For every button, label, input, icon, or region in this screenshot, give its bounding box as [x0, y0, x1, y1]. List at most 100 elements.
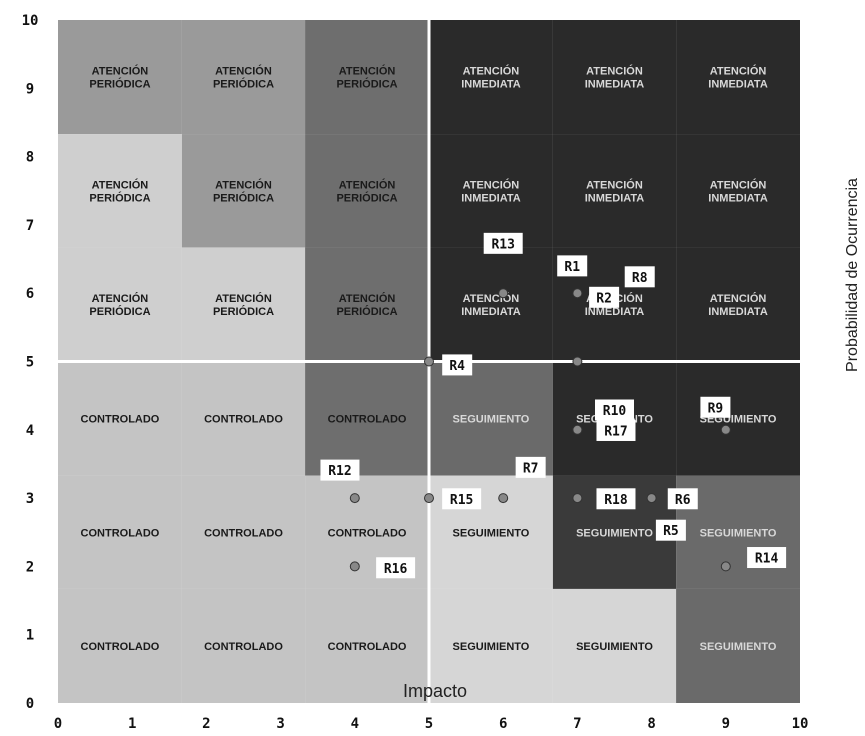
risk-point: [349, 493, 360, 504]
zone-cell: [181, 588, 306, 703]
zone-cell: [58, 361, 182, 476]
zone-cell: [58, 475, 182, 589]
risk-label-box: [624, 266, 655, 288]
zone-cell: [305, 361, 429, 476]
x-tick-label: 1: [128, 716, 136, 732]
risk-label-r18: R18: [596, 488, 636, 510]
x-axis-ticks: 0 1 2 3 4 5 6 7 8 9 10: [54, 716, 809, 732]
risk-label-text: R8: [632, 271, 648, 286]
risk-label-box: [442, 354, 473, 376]
risk-label-box: [320, 459, 360, 481]
x-tick-label: 8: [647, 716, 655, 732]
risk-label-box: [557, 255, 588, 277]
zone-cell: [676, 361, 800, 476]
zone-label: SEGUIMIENTO: [700, 527, 777, 539]
risk-label-box: [747, 547, 787, 569]
y-tick-label: 2: [26, 559, 34, 575]
y-tick-label: 7: [26, 218, 34, 234]
risk-label-r5: R5: [655, 519, 686, 541]
risk-label-r8: R8: [624, 266, 655, 288]
zone-label: ATENCIÓN PERIÓDICA: [89, 178, 150, 204]
risk-label-text: R10: [603, 404, 627, 419]
risk-label-r15: R15: [442, 488, 482, 510]
y-tick-label: 6: [26, 286, 34, 302]
risk-label-r9: R9: [700, 396, 731, 418]
y-axis-ticks: 0 1 2 3 4 5 6 7 8 9 10: [22, 13, 39, 712]
zone-cell: [676, 134, 800, 248]
zone-label: SEGUIMIENTO: [453, 641, 530, 653]
x-tick-label: 3: [276, 716, 284, 732]
y-tick-label: 8: [26, 150, 34, 166]
x-axis-title: Impacto: [403, 681, 467, 701]
risk-label-text: R15: [450, 493, 473, 508]
zone-cell: [552, 20, 677, 135]
zone-cell: [181, 361, 306, 476]
risk-label-box: [515, 456, 546, 478]
risk-label-box: [667, 488, 698, 510]
risk-label-box: [589, 286, 620, 308]
zone-label: SEGUIMIENTO: [576, 641, 653, 653]
risk-label-r6: R6: [667, 488, 698, 510]
zone-label: CONTROLADO: [81, 641, 160, 653]
x-tick-label: 5: [425, 716, 433, 732]
x-tick-label: 6: [499, 716, 507, 732]
zone-cell: [305, 588, 429, 703]
risk-label-r17: R17: [596, 419, 636, 441]
risk-label-text: R2: [596, 291, 612, 306]
zone-label: CONTROLADO: [204, 527, 283, 539]
zone-cell: [429, 361, 553, 476]
zone-cell: [429, 588, 553, 703]
zone-cell: [676, 20, 800, 135]
zone-label: CONTROLADO: [328, 414, 407, 426]
x-tick-label: 2: [202, 716, 210, 732]
risk-point: [424, 356, 434, 367]
zone-label: SEGUIMIENTO: [700, 641, 777, 653]
x-tick-label: 4: [351, 716, 359, 732]
risk-label-r14: R14: [747, 547, 787, 569]
zone-cell: [429, 247, 553, 362]
zone-label: CONTROLADO: [328, 641, 407, 653]
x-tick-label: 10: [792, 716, 809, 732]
zone-cell: [552, 588, 677, 703]
zone-cell: [58, 134, 182, 248]
zone-label: CONTROLADO: [81, 527, 160, 539]
risk-point: [572, 288, 583, 299]
risk-label-text: R14: [755, 552, 779, 567]
zone-label: CONTROLADO: [328, 527, 407, 539]
risk-label-r12: R12: [320, 459, 360, 481]
zone-cell: [429, 134, 553, 248]
zone-cell: [58, 247, 182, 362]
zone-label: SEGUIMIENTO: [453, 414, 530, 426]
risk-point: [424, 493, 434, 504]
risk-points: [349, 288, 731, 572]
zone-cell: [305, 20, 429, 135]
risk-point: [720, 424, 731, 435]
risk-label-text: R7: [523, 461, 539, 476]
zone-cell: [181, 247, 306, 362]
x-tick-label: 9: [722, 716, 730, 732]
risk-point: [498, 288, 509, 299]
x-tick-label: 7: [573, 716, 581, 732]
risk-label-box: [376, 557, 416, 579]
risk-point: [572, 424, 583, 435]
risk-point: [646, 493, 657, 504]
risk-label-text: R6: [675, 493, 691, 508]
risk-label-box: [596, 419, 636, 441]
zone-cell: [181, 20, 306, 135]
zone-cell: [305, 247, 429, 362]
risk-label-box: [595, 399, 634, 421]
risk-label-r13: R13: [483, 232, 523, 254]
zone-cell: [676, 247, 800, 362]
y-tick-label: 5: [26, 355, 34, 371]
risk-point: [498, 493, 509, 504]
zone-cell: [429, 20, 553, 135]
x-tick-label: 0: [54, 716, 62, 732]
risk-label-text: R5: [663, 524, 679, 539]
